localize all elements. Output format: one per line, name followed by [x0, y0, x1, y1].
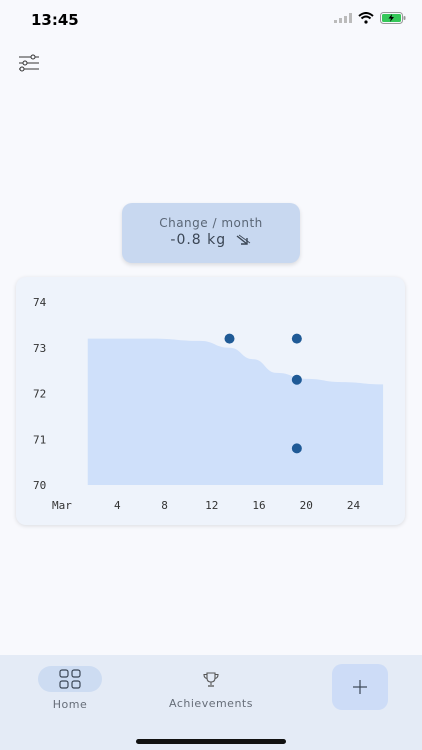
plus-icon — [353, 680, 367, 694]
data-point[interactable] — [291, 333, 302, 344]
arrow-down-right-icon — [236, 234, 250, 245]
sliders-icon[interactable] — [18, 53, 40, 73]
data-point[interactable] — [291, 443, 302, 454]
add-entry-button[interactable] — [332, 664, 388, 710]
x-tick-label: 24 — [347, 499, 361, 512]
tab-home-highlight — [38, 666, 102, 692]
status-bar: 13:45 — [0, 0, 422, 44]
data-point[interactable] — [291, 374, 302, 385]
weight-chart-card: 70 71 72 73 74 Mar 4 8 12 16 20 24 — [16, 277, 405, 525]
home-indicator — [136, 739, 286, 744]
x-tick-label: 20 — [300, 499, 313, 512]
signal-icon — [334, 13, 352, 23]
change-value-row: -0.8 kg — [122, 232, 300, 248]
tab-home[interactable]: Home — [38, 666, 102, 711]
x-tick-label: 4 — [114, 499, 121, 512]
tab-achievements[interactable]: Achievements — [160, 669, 262, 710]
wifi-icon — [358, 12, 374, 24]
x-tick-label: 16 — [252, 499, 265, 512]
battery-charging-icon — [380, 12, 406, 24]
x-tick-label: 8 — [161, 499, 168, 512]
trend-area — [87, 338, 384, 485]
change-label: Change / month — [159, 216, 263, 230]
tab-home-label: Home — [52, 698, 88, 711]
x-axis-start-label: Mar — [52, 499, 72, 512]
change-summary-card[interactable]: Change / month -0.8 kg — [122, 203, 300, 263]
weight-chart: 70 71 72 73 74 Mar 4 8 12 16 20 24 — [33, 296, 384, 512]
tab-achievements-label: Achievements — [169, 697, 253, 710]
trophy-icon — [203, 672, 219, 687]
data-point[interactable] — [224, 333, 235, 344]
y-tick-label: 73 — [33, 342, 46, 355]
grid-icon — [59, 669, 81, 689]
status-icons — [334, 12, 406, 24]
status-time: 13:45 — [31, 11, 79, 29]
x-tick-label: 12 — [205, 499, 218, 512]
y-tick-label: 71 — [33, 433, 46, 446]
y-tick-label: 72 — [33, 388, 46, 401]
y-tick-label: 74 — [33, 296, 47, 309]
y-tick-label: 70 — [33, 479, 46, 492]
change-value: -0.8 kg — [170, 232, 227, 248]
tab-bar: Home Achievements — [0, 655, 422, 750]
